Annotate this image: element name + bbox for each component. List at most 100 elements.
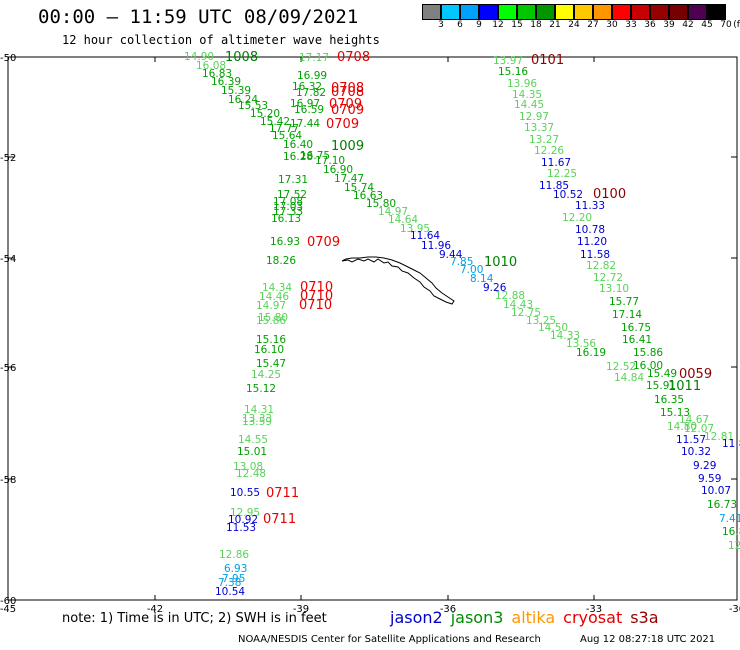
- wave-height-value: 16.19: [576, 347, 606, 359]
- wave-height-value: 15.47: [256, 358, 286, 370]
- wave-height-value: 8.14: [470, 273, 494, 285]
- wave-height-value: 15.80: [366, 198, 396, 210]
- track-time-label: 0708: [337, 50, 370, 65]
- wave-height-value: 7.38: [218, 577, 241, 589]
- island-coastline: [341, 256, 455, 305]
- wave-height-value: 13.33: [242, 413, 272, 425]
- y-tick-label: -56: [0, 363, 16, 374]
- wave-height-value: 11.67: [541, 157, 571, 169]
- track-time-label: 1009: [331, 139, 364, 154]
- wave-height-value: 15.49: [647, 368, 677, 380]
- track-time-label: 0709: [329, 97, 362, 112]
- color-legend-label: 70: [720, 20, 732, 30]
- wave-height-value: 11.57: [676, 434, 706, 446]
- x-tick-label: -36: [440, 604, 456, 615]
- wave-height-value: 16.41: [622, 334, 652, 346]
- wave-height-value: 12.81: [704, 431, 734, 443]
- wave-height-value: 16.28: [283, 151, 313, 163]
- color-swatch: [422, 4, 441, 20]
- wave-height-value: 11.58: [580, 249, 610, 261]
- wave-height-value: 16.75: [300, 150, 330, 162]
- color-legend-label: 24: [568, 20, 580, 30]
- map-border: [7, 56, 738, 601]
- track-time-label: 1008: [225, 50, 258, 65]
- satellite-legend: jason2 jason3 altika cryosat s3a: [390, 608, 667, 627]
- wave-height-value: 14.50: [538, 322, 568, 334]
- wave-height-value: 18.26: [266, 255, 296, 267]
- satellite-legend-jason2: jason2: [390, 608, 443, 627]
- wave-height-value: 14.45: [514, 99, 544, 111]
- map-title: 00:00 – 11:59 UTC 08/09/2021: [38, 6, 359, 28]
- wave-height-value: 12.25: [547, 168, 577, 180]
- wave-height-value: 17.82: [296, 87, 326, 99]
- wave-height-value: 16.10: [254, 344, 284, 356]
- wave-height-value: 15.77: [609, 296, 639, 308]
- wave-height-value: 14.80: [667, 421, 697, 433]
- track-time-label: 0101: [531, 53, 564, 68]
- wave-height-value: 15.74: [344, 182, 374, 194]
- wave-height-value: 17.77: [269, 123, 299, 135]
- color-swatch: [479, 4, 498, 20]
- wave-height-value: 17.17: [299, 52, 329, 64]
- wave-height-value: 16.99: [297, 70, 327, 82]
- wave-height-value: 16.35: [654, 394, 684, 406]
- color-legend-label: 18: [530, 20, 542, 30]
- wave-height-value: 9.59: [698, 473, 721, 485]
- track-time-label: 0709: [326, 117, 359, 132]
- color-legend-label: 21: [549, 20, 561, 30]
- wave-height-value: 16.40: [283, 139, 313, 151]
- wave-height-value: 11.33: [575, 200, 605, 212]
- color-swatch: [707, 4, 726, 20]
- wave-height-value: 16.00: [633, 360, 663, 372]
- y-tick-label: -54: [0, 254, 16, 265]
- wave-height-value: 16.24: [228, 94, 258, 106]
- track-time-label: 1011: [668, 379, 701, 394]
- wave-height-value: 13.97: [493, 55, 523, 67]
- color-legend-label: 27: [587, 20, 599, 30]
- wave-height-value: 11.85: [539, 180, 569, 192]
- color-legend-label: 9: [476, 20, 482, 30]
- wave-height-value: 17.52: [277, 189, 307, 201]
- color-legend-label: 12: [492, 20, 504, 30]
- wave-height-value: 13.59: [242, 416, 272, 428]
- wave-height-value: 14.97: [256, 300, 286, 312]
- track-time-label: 1010: [484, 255, 517, 270]
- wave-height-value: 15.53: [238, 100, 268, 112]
- map-note: note: 1) Time is in UTC; 2) SWH is in fe…: [62, 611, 327, 626]
- longitude-ticks: -45 -42 -39 -36 -33 -30: [0, 57, 740, 615]
- latitude-ticks: -50 -52 -54 -56 -58 -60: [0, 53, 737, 607]
- wave-height-value: 12.48: [236, 468, 266, 480]
- x-tick-label: -30: [729, 604, 740, 615]
- wave-height-value: 14.33: [550, 330, 580, 342]
- wave-height-value: 12: [728, 540, 740, 552]
- wave-height-value: 12.07: [684, 423, 714, 435]
- satellite-legend-altika: altika: [511, 608, 556, 627]
- wave-height-value: 12.97: [519, 111, 549, 123]
- y-tick-label: -58: [0, 475, 16, 486]
- satellite-legend-jason3: jason3: [450, 608, 504, 627]
- wave-height-value: 12.88: [495, 290, 525, 302]
- track-time-label: 0100: [593, 187, 626, 202]
- wave-height-value: 17.44: [290, 118, 320, 130]
- y-tick-label: -52: [0, 153, 16, 164]
- color-legend-label: 33: [625, 20, 637, 30]
- wave-height-value: 16.32: [292, 81, 322, 93]
- map-subtitle: 12 hour collection of altimeter wave hei…: [62, 33, 380, 47]
- color-legend-label: 6: [457, 20, 463, 30]
- track-time-label: 0708: [331, 81, 364, 96]
- wave-height-value: 14.43: [503, 299, 533, 311]
- wave-height-value: 17.10: [315, 155, 345, 167]
- wave-height-value: 15.86: [633, 347, 663, 359]
- track-time-label: 0710: [300, 289, 333, 304]
- wave-height-value: 16.59: [294, 104, 324, 116]
- track-time-label: 0711: [263, 512, 296, 527]
- wave-height-value: 13.27: [529, 134, 559, 146]
- color-swatch: [650, 4, 669, 20]
- wave-height-value: 12.82: [586, 260, 616, 272]
- wave-height-value: 16.8: [722, 526, 740, 538]
- wave-height-value: 13.08: [233, 461, 263, 473]
- wave-height-value: 7.00: [460, 264, 483, 276]
- wave-height-value: 14.84: [614, 372, 644, 384]
- wave-height-value: 15.20: [250, 108, 280, 120]
- track-time-label: 0710: [300, 280, 333, 295]
